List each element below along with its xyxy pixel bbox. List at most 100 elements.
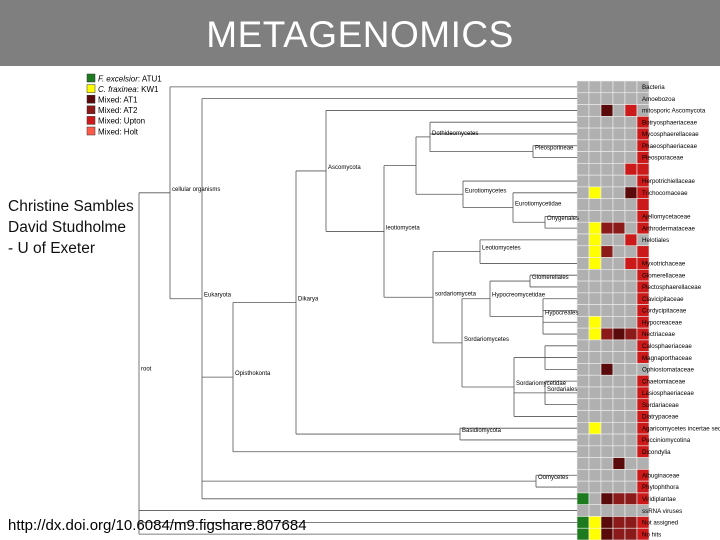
heatmap-cell (612, 516, 626, 529)
heatmap-cell (612, 257, 626, 270)
heatmap-cell (600, 327, 614, 341)
heatmap-cell (612, 174, 626, 188)
heatmap-cell (588, 527, 602, 540)
heatmap-cell (624, 292, 638, 305)
heatmap-cell (588, 233, 602, 247)
heatmap-cell (624, 80, 638, 94)
heatmap-cell (624, 504, 638, 517)
node-label-opisthokonta: Opisthokonta (235, 371, 271, 377)
taxon-label: Arthrodermataceae (642, 225, 696, 232)
heatmap-cell (588, 316, 602, 329)
heatmap-cell (588, 245, 602, 258)
heatmap-cell (576, 480, 590, 494)
node-label-cellular-organisms: cellular organisms (172, 187, 220, 193)
heatmap-cell (576, 292, 590, 305)
heatmap-cell (576, 245, 590, 258)
heatmap-cell (624, 339, 638, 352)
taxon-label: Cordycipitaceae (642, 308, 687, 315)
taxon-label: Calosphaeriaceae (642, 343, 692, 350)
heatmap-cell (624, 269, 638, 282)
heatmap-cell (600, 127, 614, 141)
heatmap-cell (588, 433, 602, 447)
heatmap-cell (576, 104, 590, 117)
heatmap-cell (576, 445, 590, 458)
heatmap-cell (624, 104, 638, 117)
heatmap-cell (600, 339, 614, 352)
heatmap-cell (636, 245, 650, 258)
author-line: Christine Sambles (8, 198, 134, 215)
heatmap-cell (624, 398, 638, 411)
heatmap-cell (624, 527, 638, 540)
heatmap-cell (600, 80, 614, 94)
affiliation-line: - U of Exeter (8, 240, 95, 257)
node-label-ascomycota: Ascomycota (328, 165, 361, 171)
heatmap-cell (612, 492, 626, 505)
node-label-sordariomycetes: Sordariomycetes (464, 337, 509, 343)
heatmap-cell (600, 257, 614, 270)
node-label-eurotiomycetidae: Eurotiomycetidae (515, 202, 562, 208)
heatmap-cell (600, 527, 614, 540)
node-label-sordariales: Sordariales (547, 387, 577, 393)
heatmap-cell (624, 386, 638, 400)
heatmap-cell (600, 457, 614, 470)
taxon-label: Myxotrichaceae (642, 261, 686, 268)
node-label-eukaryota: Eukaryota (204, 293, 232, 299)
node-labels: Pleosporineae Dothideomycetes Onygenales Eu… (141, 131, 579, 481)
doi-link[interactable]: http://dx.doi.org/10.6084/m9.figshare.80… (8, 517, 307, 534)
heatmap-cell (624, 480, 638, 494)
legend-swatch (86, 84, 96, 93)
heatmap-cell (588, 327, 602, 341)
heatmap-cell (588, 174, 602, 188)
heatmap-cell (588, 469, 602, 482)
heatmap-cell (576, 339, 590, 352)
heatmap-cell (624, 186, 638, 199)
heatmap-cell (576, 504, 590, 517)
heatmap-cell (576, 374, 590, 388)
heatmap-cell (624, 139, 638, 152)
taxon-label: No hits (642, 531, 661, 538)
abundance-heatmap-grid (576, 80, 650, 540)
heatmap-cell (588, 480, 602, 494)
taxon-label: Botryosphaeriaceae (642, 119, 698, 126)
heatmap-cell (612, 327, 626, 341)
heatmap-cell (600, 269, 614, 282)
taxon-label: Not assigned (642, 520, 679, 527)
taxon-label: Glomerellaceae (642, 272, 686, 279)
heatmap-cell (612, 80, 626, 94)
heatmap-cell (612, 139, 626, 152)
taxon-label: mitosporic Ascomycota (642, 108, 706, 115)
node-label-eurotiomycetes: Eurotiomycetes (465, 188, 506, 194)
taxon-label: Mycosphaerellaceae (642, 131, 699, 138)
taxon-label: Agaricomycetes incertae sedis (642, 425, 720, 432)
taxon-label: Sordariaceae (642, 402, 679, 409)
taxon-label: Hypocreaceae (642, 319, 682, 326)
heatmap-cell (588, 445, 602, 458)
heatmap-cell (600, 210, 614, 223)
heatmap-cell (588, 351, 602, 364)
taxa-labels: Bacteria Amoebozoa mitosporic Ascomycota Bo… (642, 84, 720, 538)
legend-swatch (86, 116, 96, 125)
heatmap-cell (576, 127, 590, 141)
heatmap-cell (612, 480, 626, 494)
heatmap-cell (624, 422, 638, 435)
heatmap-cell (588, 116, 602, 129)
heatmap-cell (612, 280, 626, 294)
heatmap-cell (576, 280, 590, 294)
heatmap-cell (576, 363, 590, 376)
heatmap-cell (612, 269, 626, 282)
heatmap-cell (576, 398, 590, 411)
heatmap-cell (612, 363, 626, 376)
title-bar: METAGENOMICS (0, 0, 720, 66)
heatmap-cell (612, 351, 626, 364)
heatmap-cell (612, 292, 626, 305)
heatmap-cell (576, 351, 590, 364)
heatmap-cell (624, 433, 638, 447)
node-label-basidiomycota: Basidiomycota (462, 428, 502, 434)
heatmap-cell (576, 304, 590, 317)
legend-swatch (86, 94, 96, 104)
heatmap-cell (624, 410, 638, 423)
heatmap-cell (576, 92, 590, 105)
heatmap-cell (600, 316, 614, 329)
taxon-label: Clavicipitaceae (642, 296, 684, 303)
